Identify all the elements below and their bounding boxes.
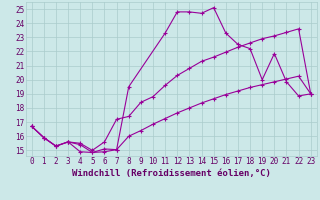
X-axis label: Windchill (Refroidissement éolien,°C): Windchill (Refroidissement éolien,°C) — [72, 169, 271, 178]
